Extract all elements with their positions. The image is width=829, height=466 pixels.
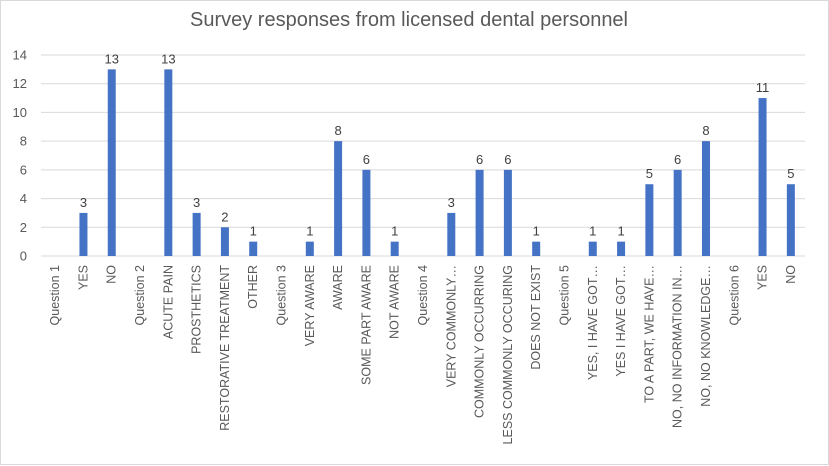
bar [447, 212, 456, 256]
y-tick-label: 8 [20, 134, 27, 149]
data-label: 1 [617, 224, 624, 239]
data-label: 6 [674, 152, 681, 167]
y-tick-label: 14 [13, 48, 27, 63]
bar [701, 141, 710, 256]
category-label: NOT AWARE [388, 265, 402, 339]
bar [107, 69, 116, 256]
category-label: VERY AWARE [303, 265, 317, 346]
bar [588, 241, 597, 256]
bar [786, 184, 795, 256]
category-label: YES [76, 265, 90, 290]
data-label: 1 [533, 224, 540, 239]
data-label: 6 [363, 152, 370, 167]
y-tick-label: 6 [20, 162, 27, 177]
chart-title: Survey responses from licensed dental pe… [190, 9, 628, 31]
category-label: Question 5 [557, 265, 571, 326]
bar [220, 227, 229, 256]
category-label: AWARE [331, 265, 345, 310]
category-label: YES, I HAVE GOT… [586, 265, 600, 380]
category-label: OTHER [246, 265, 260, 309]
data-label: 2 [221, 209, 228, 224]
bar [305, 241, 314, 256]
data-label: 1 [391, 224, 398, 239]
data-label: 6 [476, 152, 483, 167]
category-label: NO [784, 265, 798, 284]
data-label: 13 [161, 51, 175, 66]
category-label: COMMONLY OCCURRING [473, 265, 487, 418]
category-label: YES I HAVE GOT… [614, 265, 628, 377]
bar [192, 212, 201, 256]
bar [249, 241, 258, 256]
data-label: 5 [646, 166, 653, 181]
bar [503, 169, 512, 256]
bar [164, 69, 173, 256]
y-tick-label: 4 [20, 191, 27, 206]
category-label: VERY COMMONLY… [444, 265, 458, 387]
y-tick-label: 10 [13, 105, 27, 120]
category-label: NO, NO KNOWLEDGE… [699, 265, 713, 407]
category-label: RESTORATIVE TREATMENT [218, 265, 232, 431]
data-label: 11 [756, 80, 770, 95]
y-tick-label: 12 [13, 76, 27, 91]
category-label: Question 3 [275, 265, 289, 326]
category-label: DOES NOT EXIST [529, 265, 543, 370]
bar [673, 169, 682, 256]
category-label: ACUTE PAIN [161, 265, 175, 339]
y-tick-label: 2 [20, 220, 27, 235]
data-label: 1 [306, 224, 313, 239]
bar [532, 241, 541, 256]
category-label: Question 1 [48, 265, 62, 326]
bar [617, 241, 626, 256]
category-label: Question 6 [727, 265, 741, 326]
data-label: 13 [105, 51, 119, 66]
bar [334, 141, 343, 256]
category-label: LESS COMMONLY OCCURING [501, 265, 515, 444]
category-label: NO [105, 265, 119, 284]
data-label: 6 [504, 152, 511, 167]
category-label: YES [756, 265, 770, 290]
bar [362, 169, 371, 256]
bar [645, 184, 654, 256]
data-label: 1 [589, 224, 596, 239]
category-label: PROSTHETICS [190, 265, 204, 354]
data-label: 3 [193, 195, 200, 210]
data-label: 3 [80, 195, 87, 210]
data-label: 5 [787, 166, 794, 181]
category-label: Question 2 [133, 265, 147, 326]
bar [390, 241, 399, 256]
category-label: SOME PART AWARE [359, 265, 373, 385]
bar [758, 98, 767, 256]
bar [475, 169, 484, 256]
data-label: 1 [250, 224, 257, 239]
bar [79, 212, 88, 256]
category-label: Question 4 [416, 265, 430, 326]
category-label: TO A PART, WE HAVE… [642, 265, 656, 403]
category-label: NO, NO INFORMATION IN… [671, 265, 685, 428]
data-label: 8 [702, 123, 709, 138]
y-tick-label: 0 [20, 249, 27, 264]
data-label: 8 [334, 123, 341, 138]
data-label: 3 [448, 195, 455, 210]
